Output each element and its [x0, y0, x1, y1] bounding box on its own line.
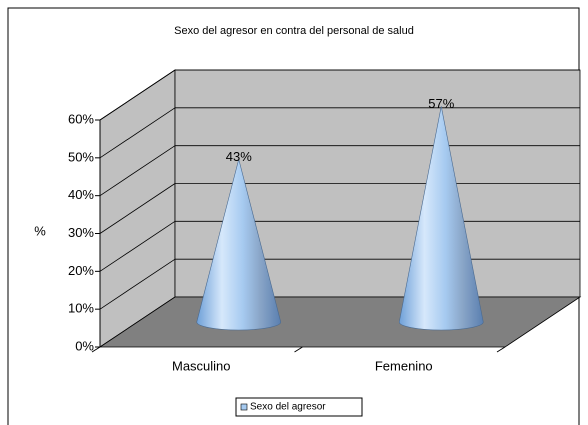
x-tick-label: Masculino [172, 358, 231, 373]
floor [98, 296, 582, 348]
legend-box [235, 397, 363, 417]
legend-swatch [240, 403, 248, 411]
y-tick-label: 40% [68, 187, 94, 202]
y-tick-label: 60% [68, 111, 94, 126]
y-tick-label: 0% [75, 338, 94, 353]
y-tick-label: 10% [68, 301, 94, 316]
y-tick-label: 30% [68, 225, 94, 240]
cone [398, 106, 484, 331]
y-tick-label: 20% [68, 263, 94, 278]
cone [196, 159, 282, 331]
x-tick [294, 346, 303, 353]
grid-line [99, 258, 176, 310]
grid-line [99, 69, 176, 121]
x-tick [91, 346, 101, 353]
grid-line [99, 145, 176, 196]
y-axis-label: % [34, 223, 46, 238]
grid-line [99, 221, 176, 272]
grid-line [99, 107, 176, 159]
y-tick-label: 50% [68, 149, 94, 164]
data-label: 57% [428, 96, 454, 111]
chart-title: Sexo del agresor en contra del personal … [174, 25, 414, 37]
grid-line [99, 183, 176, 234]
data-label: 43% [226, 149, 252, 164]
legend-label: Sexo del agresor [250, 402, 326, 413]
x-tick [496, 346, 506, 353]
x-tick-label: Femenino [375, 358, 433, 373]
